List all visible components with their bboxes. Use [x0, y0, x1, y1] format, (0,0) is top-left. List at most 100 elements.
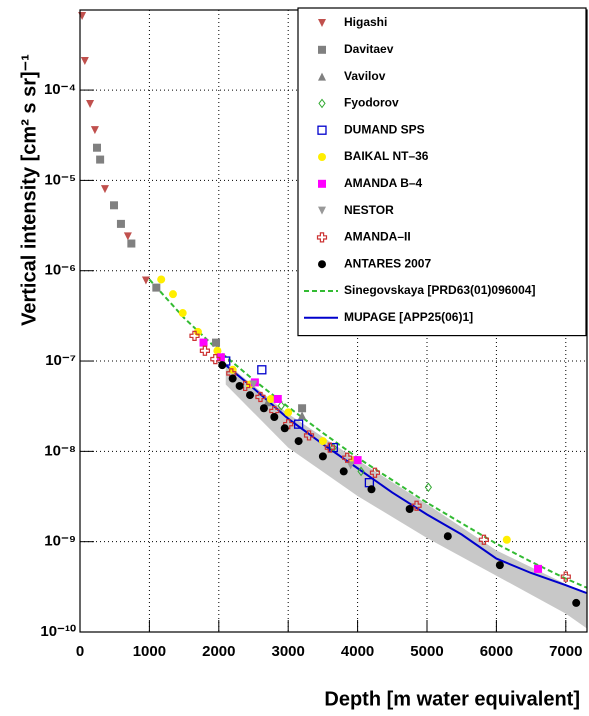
marker [141, 276, 150, 285]
marker [90, 126, 99, 135]
legend-label: NESTOR [344, 203, 394, 217]
marker [266, 394, 275, 403]
x-tick-label: 3000 [272, 643, 305, 660]
marker [318, 437, 327, 446]
marker [298, 411, 307, 420]
marker [298, 404, 307, 413]
legend-marker [318, 206, 326, 215]
marker [96, 155, 105, 164]
marker [80, 56, 89, 65]
marker [218, 361, 227, 370]
y-tick-label: 10⁻⁵ [44, 171, 76, 188]
x-tick-label: 6000 [480, 643, 513, 660]
marker [357, 466, 365, 477]
legend-label: AMANDA B–4 [344, 176, 423, 190]
marker [259, 404, 268, 413]
marker [294, 437, 303, 446]
marker [367, 485, 376, 494]
x-tick-label: 4000 [341, 643, 374, 660]
marker [189, 330, 200, 341]
x-tick-label: 2000 [202, 643, 235, 660]
marker [277, 400, 285, 411]
x-tick-label: 7000 [549, 643, 582, 660]
marker [270, 413, 279, 422]
marker [283, 419, 294, 430]
legend-label: Higashi [344, 15, 387, 29]
marker [353, 456, 362, 465]
marker [152, 283, 161, 292]
legend-label: MUPAGE [APP25(06)1] [344, 310, 473, 324]
marker [216, 353, 225, 362]
marker [235, 381, 244, 390]
x-tick-label: 1000 [133, 643, 166, 660]
marker [369, 467, 381, 478]
marker [178, 309, 187, 318]
y-tick-label: 10⁻⁷ [45, 352, 76, 369]
legend-label: ANTARES 2007 [344, 256, 431, 270]
marker [100, 185, 109, 194]
model-line [225, 364, 587, 594]
y-tick-label: 10⁻⁶ [44, 262, 76, 279]
legend-marker [316, 232, 328, 243]
y-tick-label: 10⁻¹⁰ [40, 623, 76, 640]
legend-label: Vavilov [344, 69, 386, 83]
marker [560, 571, 571, 582]
y-tick-label: 10⁻⁸ [44, 442, 76, 459]
marker [213, 346, 222, 355]
marker [342, 452, 353, 463]
marker [228, 374, 237, 383]
marker [443, 532, 452, 541]
marker [405, 505, 414, 514]
legend-label: BAIKAL NT–36 [344, 149, 429, 163]
legend-label: DUMAND SPS [344, 122, 425, 136]
legend-label: Davitaev [344, 42, 394, 56]
marker [212, 338, 221, 347]
marker [246, 391, 255, 400]
legend-marker [318, 260, 326, 269]
marker [284, 408, 293, 417]
legend-marker [318, 153, 326, 161]
legend-label: Fyodorov [344, 96, 399, 110]
marker [123, 232, 132, 241]
marker [293, 419, 304, 429]
marker [116, 219, 125, 228]
x-axis-title: Depth [m water equivalent] [324, 688, 580, 710]
y-tick-label: 10⁻⁴ [44, 81, 76, 98]
legend-box [297, 7, 587, 337]
marker [255, 391, 266, 403]
uncertainty-band [225, 363, 587, 629]
marker [495, 561, 504, 570]
marker [199, 345, 211, 356]
marker [86, 100, 95, 109]
marker [324, 442, 335, 453]
marker [257, 365, 267, 375]
marker [411, 500, 422, 511]
x-tick-label: 0 [76, 643, 84, 660]
y-axis-title: Vertical intensity [cm² s sr]⁻¹ [18, 54, 40, 326]
marker [168, 290, 177, 299]
y-tick-label: 10⁻⁹ [44, 533, 76, 550]
marker [502, 535, 511, 544]
marker [199, 338, 208, 347]
marker [424, 482, 433, 493]
legend-marker [317, 125, 327, 135]
marker [78, 12, 87, 21]
legend-label: AMANDA–II [344, 230, 411, 244]
legend-marker [318, 19, 326, 27]
marker [478, 534, 490, 545]
legend-label: Sinegovskaya [PRD63(01)096004] [344, 283, 535, 297]
legend-marker [318, 179, 326, 188]
marker [263, 398, 272, 407]
marker [249, 380, 258, 389]
marker [572, 598, 581, 607]
marker [318, 452, 327, 461]
marker [328, 442, 338, 453]
x-tick-label: 5000 [410, 643, 443, 660]
legend-marker [318, 98, 326, 109]
marker [93, 143, 102, 152]
marker [110, 201, 119, 210]
marker [127, 239, 136, 248]
marker [534, 564, 543, 573]
marker [157, 275, 166, 284]
